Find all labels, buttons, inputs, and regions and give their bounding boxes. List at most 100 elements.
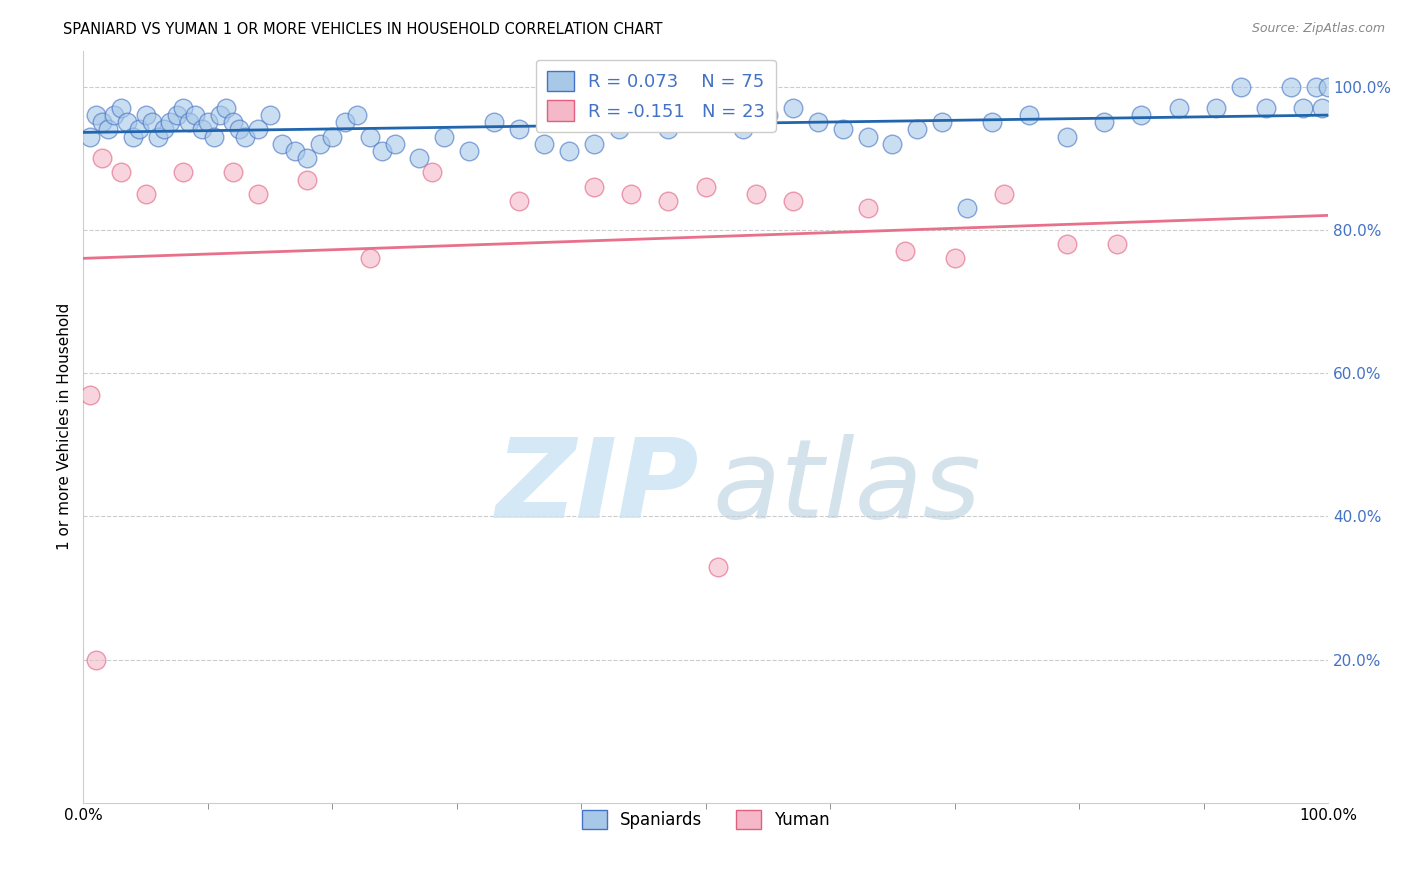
Point <box>122 129 145 144</box>
Point <box>233 129 256 144</box>
Point <box>197 115 219 129</box>
Point <box>408 151 430 165</box>
Point <box>135 108 157 122</box>
Point <box>1279 79 1302 94</box>
Point <box>1310 101 1333 115</box>
Point <box>782 194 804 208</box>
Point <box>533 136 555 151</box>
Point <box>956 202 979 216</box>
Point <box>308 136 330 151</box>
Point <box>1317 79 1340 94</box>
Point <box>756 108 779 122</box>
Point <box>482 115 505 129</box>
Text: SPANIARD VS YUMAN 1 OR MORE VEHICLES IN HOUSEHOLD CORRELATION CHART: SPANIARD VS YUMAN 1 OR MORE VEHICLES IN … <box>63 22 662 37</box>
Point <box>159 115 181 129</box>
Point <box>209 108 232 122</box>
Point <box>91 151 114 165</box>
Point <box>558 144 581 158</box>
Point <box>221 115 243 129</box>
Point <box>508 194 530 208</box>
Point <box>582 179 605 194</box>
Point <box>856 202 879 216</box>
Point <box>297 172 319 186</box>
Point <box>905 122 928 136</box>
Point <box>97 122 120 136</box>
Point <box>110 165 132 179</box>
Point <box>744 186 766 201</box>
Point <box>271 136 294 151</box>
Point <box>259 108 281 122</box>
Point <box>79 129 101 144</box>
Point <box>731 122 754 136</box>
Point <box>882 136 904 151</box>
Point <box>321 129 343 144</box>
Point <box>931 115 953 129</box>
Point <box>79 387 101 401</box>
Point <box>1092 115 1115 129</box>
Point <box>202 129 225 144</box>
Point <box>993 186 1015 201</box>
Point <box>284 144 307 158</box>
Point <box>894 244 917 259</box>
Point <box>1167 101 1189 115</box>
Point <box>172 165 194 179</box>
Point <box>246 186 269 201</box>
Point <box>657 194 679 208</box>
Point <box>184 108 207 122</box>
Point <box>359 129 381 144</box>
Point <box>172 101 194 115</box>
Point <box>1205 101 1227 115</box>
Point <box>91 115 114 129</box>
Point <box>782 101 804 115</box>
Point <box>707 115 730 129</box>
Point <box>84 108 107 122</box>
Point <box>166 108 188 122</box>
Point <box>135 186 157 201</box>
Point <box>1105 237 1128 252</box>
Point <box>633 115 655 129</box>
Text: ZIP: ZIP <box>496 434 700 541</box>
Point <box>384 136 406 151</box>
Point <box>1018 108 1040 122</box>
Point <box>657 122 679 136</box>
Point <box>856 129 879 144</box>
Point <box>1056 237 1078 252</box>
Point <box>110 101 132 115</box>
Point <box>707 559 730 574</box>
Point <box>153 122 176 136</box>
Text: Source: ZipAtlas.com: Source: ZipAtlas.com <box>1251 22 1385 36</box>
Point <box>333 115 356 129</box>
Point <box>221 165 243 179</box>
Point <box>246 122 269 136</box>
Point <box>620 186 643 201</box>
Point <box>1292 101 1315 115</box>
Point <box>371 144 394 158</box>
Point <box>682 108 704 122</box>
Point <box>190 122 212 136</box>
Point <box>981 115 1004 129</box>
Point <box>1305 79 1327 94</box>
Point <box>141 115 163 129</box>
Point <box>607 122 630 136</box>
Point <box>508 122 530 136</box>
Point <box>420 165 443 179</box>
Point <box>695 179 717 194</box>
Point <box>1254 101 1277 115</box>
Point <box>807 115 830 129</box>
Point <box>146 129 169 144</box>
Point <box>215 101 238 115</box>
Point <box>582 136 605 151</box>
Point <box>84 653 107 667</box>
Point <box>346 108 368 122</box>
Point <box>128 122 150 136</box>
Text: atlas: atlas <box>711 434 980 541</box>
Point <box>1130 108 1153 122</box>
Point <box>103 108 125 122</box>
Point <box>943 252 966 266</box>
Point <box>1056 129 1078 144</box>
Point <box>228 122 250 136</box>
Point <box>297 151 319 165</box>
Legend: Spaniards, Yuman: Spaniards, Yuman <box>575 804 837 836</box>
Point <box>458 144 481 158</box>
Point <box>1230 79 1253 94</box>
